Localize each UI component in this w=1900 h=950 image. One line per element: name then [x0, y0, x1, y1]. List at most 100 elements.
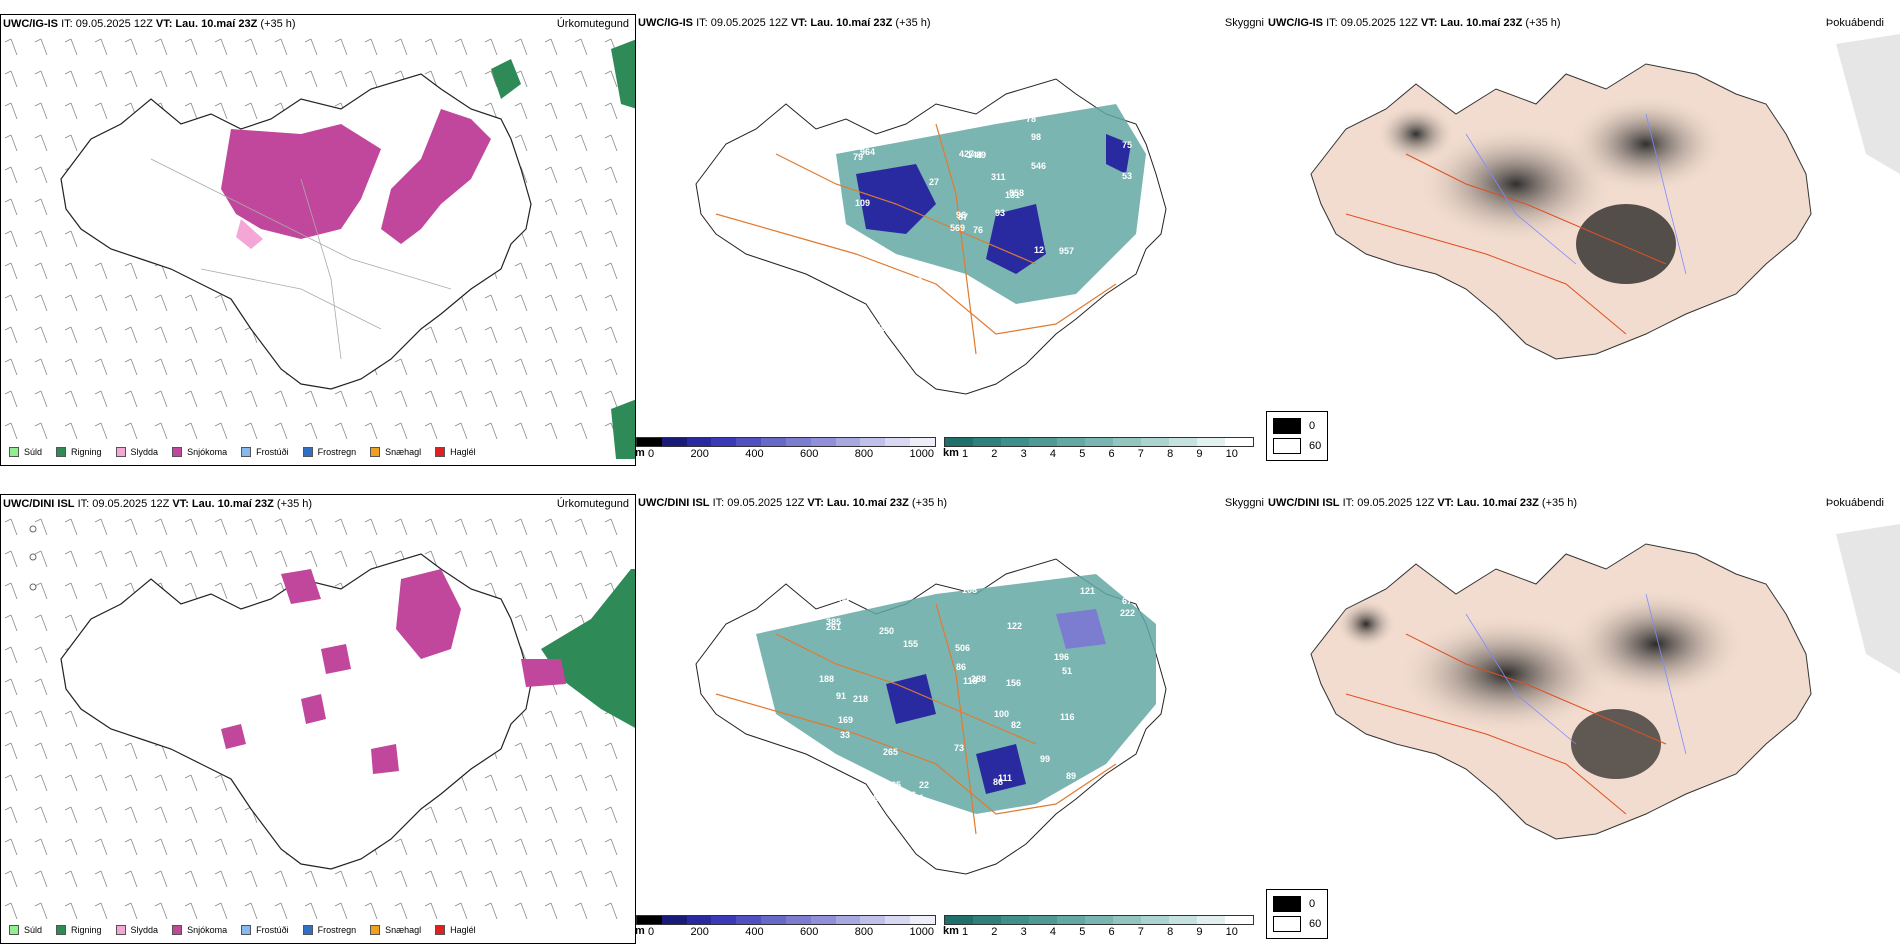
visibility-value-label: 109 — [855, 198, 870, 208]
wind-barb — [544, 198, 558, 216]
visibility-value-label: 957 — [1059, 246, 1074, 256]
wind-barb — [514, 774, 528, 792]
colorbar-tick: 5 — [1079, 448, 1086, 460]
wind-barb — [184, 838, 198, 856]
colorbar-tick: 600 — [800, 448, 819, 460]
wind-barb — [154, 870, 168, 888]
wind-barb — [4, 70, 18, 88]
wind-barb — [514, 838, 528, 856]
wind-barb — [604, 774, 618, 792]
colorbar-tick: 8 — [1167, 448, 1174, 460]
visibility-value-label: 51 — [1062, 666, 1072, 676]
visibility-value-label: 156 — [1006, 678, 1021, 688]
wind-barb — [544, 294, 558, 312]
wind-barb — [124, 422, 138, 440]
wind-barb — [214, 422, 228, 440]
visibility-value-label: 858 — [1009, 188, 1024, 198]
wind-barb — [454, 422, 468, 440]
wind-barb — [154, 326, 168, 344]
wind-barb — [544, 230, 558, 248]
wind-barb — [604, 166, 618, 184]
wind-barb — [4, 390, 18, 408]
wind-barb — [34, 166, 48, 184]
wind-barb — [244, 582, 258, 600]
visibility-value-label: 84 — [839, 594, 849, 604]
wind-barb — [514, 550, 528, 568]
visibility-km-colorbar: 1 2 3 4 5 6 7 8 9 10 km — [943, 437, 1254, 460]
wind-barb — [334, 390, 348, 408]
wind-barb — [484, 358, 498, 376]
colorbar-km-fill — [944, 915, 1254, 925]
wind-barb — [64, 294, 78, 312]
visibility-value-label: 96 — [956, 210, 966, 220]
wind-barb — [484, 38, 498, 56]
wind-barb — [574, 166, 588, 184]
wind-barb — [244, 38, 258, 56]
wind-barb — [34, 230, 48, 248]
wind-barb — [34, 358, 48, 376]
wind-barb — [34, 774, 48, 792]
wind-barb — [34, 678, 48, 696]
wind-barb — [94, 550, 108, 568]
wind-barb — [124, 262, 138, 280]
fog-legend-row: 60 — [1273, 436, 1321, 456]
visibility-panel-bottom: UWC/DINI ISL IT: 09.05.2025 12Z VT: Lau.… — [636, 494, 1266, 944]
visibility-value-label: 87 — [958, 212, 968, 222]
wind-barb — [124, 38, 138, 56]
fog-panel-top: UWC/IG-IS IT: 09.05.2025 12Z VT: Lau. 10… — [1266, 14, 1900, 466]
wind-barb — [34, 742, 48, 760]
wind-barb — [4, 582, 18, 600]
wind-barb — [574, 230, 588, 248]
wind-barb — [484, 902, 498, 920]
visibility-value-label: 569 — [950, 223, 965, 233]
visibility-value-label: 121 — [1080, 586, 1095, 596]
wind-barb — [94, 902, 108, 920]
wind-barb — [604, 806, 618, 824]
wind-barb — [274, 870, 288, 888]
wind-barb — [184, 518, 198, 536]
wind-barb — [334, 422, 348, 440]
visibility-value-label: 99 — [1040, 754, 1050, 764]
wind-barb — [454, 550, 468, 568]
wind-barb — [274, 902, 288, 920]
wind-barb — [154, 38, 168, 56]
fog-legend: 0 60 — [1266, 889, 1329, 939]
wind-barb — [334, 902, 348, 920]
wind-barb — [124, 358, 138, 376]
visibility-value-label: 131 — [1005, 190, 1020, 200]
wind-barb — [274, 38, 288, 56]
visibility-value-label: 222 — [1120, 608, 1135, 618]
wind-barb — [124, 902, 138, 920]
colorbar-tick: 2 — [991, 926, 998, 938]
colorbar-tick: 9 — [1196, 926, 1203, 938]
wind-barb — [94, 358, 108, 376]
legend-item: Snæhagl — [370, 925, 421, 935]
wind-barb — [184, 582, 198, 600]
wind-barb — [34, 646, 48, 664]
wind-barb — [604, 262, 618, 280]
wind-barb — [94, 262, 108, 280]
wind-barb — [574, 838, 588, 856]
visibility-value-label: 86 — [993, 777, 1003, 787]
wind-barb — [184, 102, 198, 120]
colorbar-tick: 5 — [1079, 926, 1086, 938]
wind-barb — [394, 390, 408, 408]
wind-barb — [604, 70, 618, 88]
panel-title: UWC/IG-IS IT: 09.05.2025 12Z VT: Lau. 10… — [638, 17, 931, 29]
fog-legend: 0 60 — [1266, 411, 1329, 461]
wind-barb — [424, 806, 438, 824]
wind-barb — [214, 326, 228, 344]
wind-barb — [4, 38, 18, 56]
visibility-value-label: 39 — [956, 289, 966, 299]
wind-barb — [364, 902, 378, 920]
wind-barb — [514, 902, 528, 920]
legend-item: Súld — [9, 447, 42, 457]
legend-item: Snjókoma — [172, 447, 227, 457]
wind-barb — [244, 358, 258, 376]
visibility-m-colorbar: 0 200 400 600 800 1000 m — [636, 437, 936, 460]
visibility-value-label: 33 — [840, 730, 850, 740]
wind-barb — [484, 774, 498, 792]
visibility-value-label: 93 — [995, 208, 1005, 218]
wind-barb — [214, 902, 228, 920]
colorbar-tick: 200 — [690, 926, 709, 938]
